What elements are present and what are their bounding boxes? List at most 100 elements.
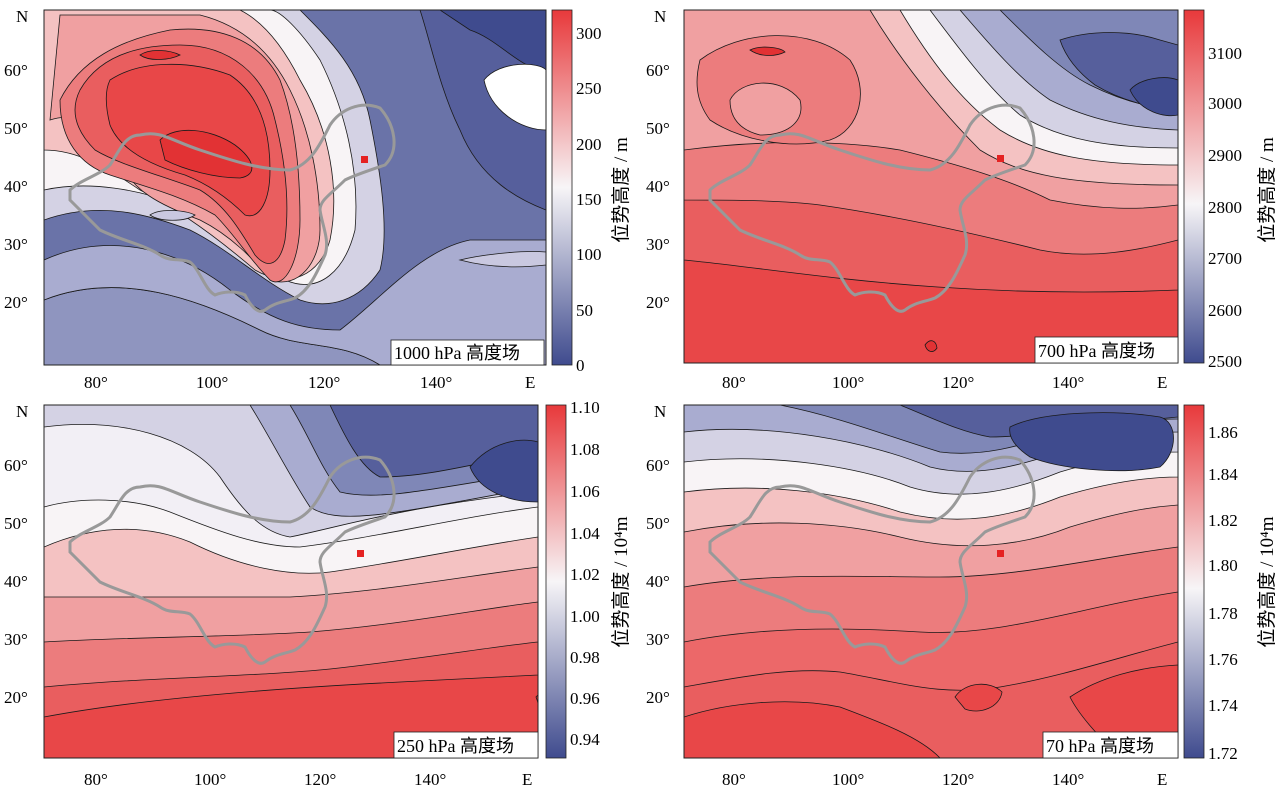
lat-tick: 30° (646, 235, 670, 254)
colorbar-tick: 1.82 (1208, 511, 1238, 530)
lat-tick: 60° (646, 61, 670, 80)
lon-tick: 140° (1052, 770, 1084, 789)
lat-tick: 30° (4, 235, 28, 254)
colorbar-tick: 1.76 (1208, 650, 1238, 669)
china-border (68, 455, 396, 665)
colorbar-tick: 1.72 (1208, 744, 1238, 763)
map-700hpa: 700 hPa 高度场 N 60° 50° 40° 30° 20° 80° 10… (646, 7, 1278, 392)
panel-title-box (390, 339, 545, 366)
lon-tick: 100° (194, 770, 226, 789)
colorbar-tick: 2900 (1208, 146, 1242, 165)
lat-tick: 50° (4, 514, 28, 533)
lon-tick: 120° (942, 770, 974, 789)
panel-70hpa: 70 hPa 高度场 N 60° 50° 40° 30° 20° 80° 100… (640, 397, 1287, 794)
lat-tick: 60° (4, 456, 28, 475)
east-label: E (1157, 770, 1167, 789)
colorbar-tick: 2800 (1208, 198, 1242, 217)
lon-tick: 100° (832, 373, 864, 392)
lat-tick: 60° (4, 61, 28, 80)
lat-tick: 60° (646, 456, 670, 475)
colorbar-tick: 0.94 (570, 730, 600, 749)
lon-tick: 120° (942, 373, 974, 392)
panel-title: 700 hPa 高度场 (1038, 341, 1155, 361)
panel-title-box (393, 731, 539, 759)
colorbar-tick: 1.00 (570, 607, 600, 626)
colorbar-tick: 1.10 (570, 398, 600, 417)
colorbar-tick: 2600 (1208, 301, 1242, 320)
lon-tick: 120° (304, 770, 336, 789)
lat-tick: 50° (4, 119, 28, 138)
lat-tick: 20° (646, 293, 670, 312)
lon-tick: 80° (722, 373, 746, 392)
colorbar-tick: 150 (576, 190, 602, 209)
colorbar-tick: 0 (576, 356, 585, 375)
colorbar-tick: 2700 (1208, 249, 1242, 268)
lat-tick: 30° (4, 630, 28, 649)
lat-tick: 20° (646, 688, 670, 707)
lat-tick: 50° (646, 119, 670, 138)
station-marker (361, 156, 368, 163)
lon-tick: 80° (722, 770, 746, 789)
panel-250hpa: 250 hPa 高度场 N 60° 50° 40° 30° 20° 80° 10… (0, 397, 640, 794)
colorbar-tick: 2500 (1208, 352, 1242, 371)
colorbar-tick: 1.06 (570, 482, 600, 501)
colorbar-tick: 1.80 (1208, 556, 1238, 575)
colorbar-tick: 250 (576, 79, 602, 98)
lat-tick: 40° (4, 572, 28, 591)
lon-tick: 140° (420, 373, 452, 392)
east-label: E (525, 373, 535, 392)
colorbar (1183, 404, 1205, 759)
station-marker (997, 155, 1004, 162)
colorbar-tick: 1.78 (1208, 604, 1238, 623)
colorbar-tick: 200 (576, 135, 602, 154)
lat-tick: 40° (646, 177, 670, 196)
map-1000hpa: 1000 hPa 高度场 N 60° 50° 40° 30° 20° 80° 1… (4, 7, 632, 392)
lon-tick: 80° (84, 770, 108, 789)
lat-tick: 40° (4, 177, 28, 196)
station-marker (357, 550, 364, 557)
colorbar-tick: 0.98 (570, 648, 600, 667)
colorbar-tick: 3100 (1208, 44, 1242, 63)
colorbar-tick: 300 (576, 24, 602, 43)
colorbar-tick: 3000 (1208, 94, 1242, 113)
china-border (708, 103, 1036, 313)
lat-tick: 30° (646, 630, 670, 649)
panel-700hpa: 700 hPa 高度场 N 60° 50° 40° 30° 20° 80° 10… (640, 0, 1287, 397)
station-marker (997, 550, 1004, 557)
colorbar (551, 9, 573, 366)
colorbar-label: 位势高度 / 10⁴m (610, 516, 632, 647)
colorbar-label: 位势高度 / m (610, 137, 632, 243)
panel-title: 1000 hPa 高度场 (394, 343, 520, 363)
lat-tick: 20° (4, 293, 28, 312)
map-70hpa: 70 hPa 高度场 N 60° 50° 40° 30° 20° 80° 100… (646, 402, 1278, 789)
panel-title: 70 hPa 高度场 (1046, 736, 1154, 756)
lon-tick: 120° (308, 373, 340, 392)
colorbar-tick: 1.74 (1208, 696, 1238, 715)
colorbar-label: 位势高度 / 10⁴m (1256, 516, 1278, 647)
colorbar-tick: 1.86 (1208, 423, 1238, 442)
panel-title: 250 hPa 高度场 (397, 736, 514, 756)
lon-tick: 100° (196, 373, 228, 392)
panel-1000hpa: 1000 hPa 高度场 N 60° 50° 40° 30° 20° 80° 1… (0, 0, 640, 397)
lat-tick: 40° (646, 572, 670, 591)
lon-tick: 100° (832, 770, 864, 789)
china-border (708, 455, 1036, 665)
north-label: N (16, 7, 28, 26)
map-250hpa: 250 hPa 高度场 N 60° 50° 40° 30° 20° 80° 10… (4, 398, 632, 789)
colorbar-tick: 100 (576, 245, 602, 264)
colorbar-tick: 50 (576, 301, 593, 320)
east-label: E (522, 770, 532, 789)
north-label: N (654, 402, 666, 421)
colorbar (1183, 9, 1205, 364)
china-border (68, 103, 396, 313)
colorbar-label: 位势高度 / m (1256, 137, 1278, 243)
lon-tick: 140° (1052, 373, 1084, 392)
north-label: N (654, 7, 666, 26)
panel-title-box (1034, 336, 1179, 364)
colorbar-tick: 0.96 (570, 689, 600, 708)
east-label: E (1157, 373, 1167, 392)
north-label: N (16, 402, 28, 421)
colorbar-tick: 1.04 (570, 524, 600, 543)
lat-tick: 20° (4, 688, 28, 707)
colorbar-tick: 1.84 (1208, 465, 1238, 484)
